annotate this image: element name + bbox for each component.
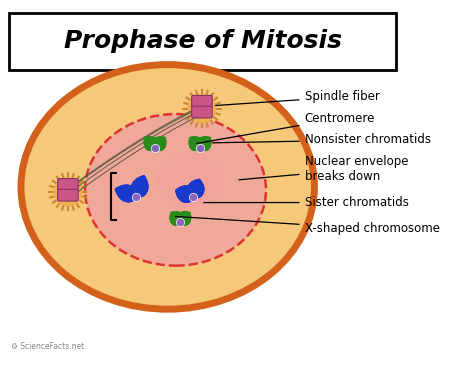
- Text: ⚙ ScienceFacts.net: ⚙ ScienceFacts.net: [11, 342, 84, 351]
- Text: Centromere: Centromere: [197, 112, 375, 143]
- FancyBboxPatch shape: [58, 178, 78, 190]
- FancyBboxPatch shape: [9, 13, 396, 69]
- FancyBboxPatch shape: [58, 189, 78, 201]
- FancyBboxPatch shape: [191, 106, 212, 118]
- Text: Sister chromatids: Sister chromatids: [204, 196, 409, 209]
- Text: Spindle fiber: Spindle fiber: [216, 91, 380, 105]
- Ellipse shape: [156, 153, 224, 207]
- Ellipse shape: [85, 114, 266, 266]
- Ellipse shape: [21, 65, 314, 309]
- Text: Nuclear envelope
breaks down: Nuclear envelope breaks down: [239, 155, 408, 183]
- Text: Nonsister chromatids: Nonsister chromatids: [212, 134, 431, 146]
- Text: X-shaped chromosome: X-shaped chromosome: [175, 216, 440, 235]
- Circle shape: [188, 95, 216, 122]
- Circle shape: [54, 178, 82, 205]
- Text: Prophase of Mitosis: Prophase of Mitosis: [64, 29, 342, 53]
- FancyBboxPatch shape: [191, 95, 212, 107]
